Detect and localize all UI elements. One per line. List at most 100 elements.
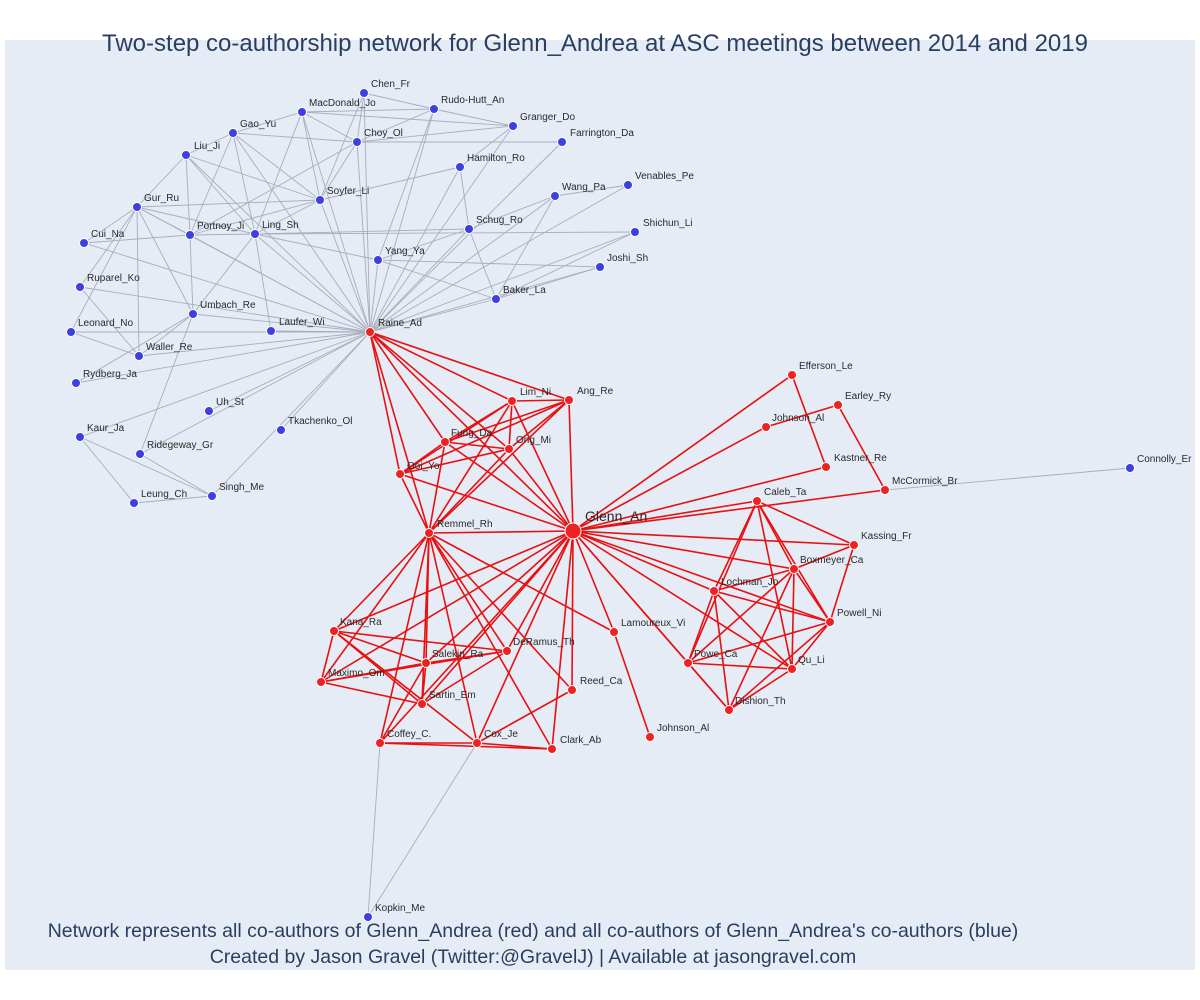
node-choy-ol-37[interactable] <box>352 137 362 147</box>
node-label-granger-do-36: Granger_Do <box>520 112 575 123</box>
node-connolly-er-65[interactable] <box>1125 463 1135 473</box>
node-dishion-th-20[interactable] <box>724 705 734 715</box>
node-salekin-ra-24[interactable] <box>421 658 431 668</box>
node-laufer-wi-56[interactable] <box>266 326 276 336</box>
edge-raine-ad-macdonald-jo <box>301 111 371 333</box>
node-yang-ya-51[interactable] <box>373 255 383 265</box>
node-boxmeyer-ca-15[interactable] <box>789 564 799 574</box>
node-lochman-jo-16[interactable] <box>709 586 719 596</box>
node-granger-do-36[interactable] <box>508 121 518 131</box>
edge-schug-ro-hamilton-ro <box>459 166 470 230</box>
node-kastner-re-11[interactable] <box>821 462 831 472</box>
node-ruparel-ko-52[interactable] <box>75 282 85 292</box>
node-lim-ni-3[interactable] <box>507 396 517 406</box>
node-cui-na-49[interactable] <box>79 238 89 248</box>
node-ang-re-4[interactable] <box>564 395 574 405</box>
edge-powe-ca-qu-li <box>687 662 793 670</box>
node-label-singh-me-63: Singh_Me <box>219 482 264 493</box>
edge-raine-ad-fung-da <box>369 331 446 443</box>
node-qu-li-19[interactable] <box>787 664 797 674</box>
edge-ling-sh-schug-ro <box>254 228 470 235</box>
node-singh-me-63[interactable] <box>207 491 217 501</box>
node-tkachenko-ol-60[interactable] <box>276 425 286 435</box>
edge-raine-ad-yang-ya <box>369 259 379 333</box>
node-caleb-ta-13[interactable] <box>752 496 762 506</box>
node-sartin-em-26[interactable] <box>417 699 427 709</box>
node-farrington-da-38[interactable] <box>557 137 567 147</box>
node-ong-mi-6[interactable] <box>504 444 514 454</box>
edge-umbach-re-waller-re <box>138 313 194 357</box>
node-gur-ru-44[interactable] <box>132 202 142 212</box>
node-cox-je-29[interactable] <box>472 738 482 748</box>
edge-raine-ad-choy-ol <box>356 141 371 333</box>
edge-portnoy-ji-cui-na <box>83 234 191 244</box>
node-wang-pa-42[interactable] <box>550 191 560 201</box>
node-kana-ra-22[interactable] <box>329 626 339 636</box>
edge-raine-ad-rydberg-ja <box>75 331 371 384</box>
node-johnson-al-9[interactable] <box>761 422 771 432</box>
node-clark-ab-30[interactable] <box>547 744 557 754</box>
edge-powell-ni-qu-li <box>791 621 831 670</box>
node-hamilton-ro-40[interactable] <box>455 162 465 172</box>
edge-kana-ra-deramus-th <box>333 630 508 652</box>
node-powell-ni-17[interactable] <box>825 617 835 627</box>
node-raine-ad-1[interactable] <box>365 327 375 337</box>
edge-raine-ad-cui-na <box>83 242 371 333</box>
node-venables-pe-41[interactable] <box>623 180 633 190</box>
node-label-fung-da-5: Fung_Da <box>451 428 493 439</box>
node-kopkin-me-66[interactable] <box>363 912 373 922</box>
node-lamoureux-vi-21[interactable] <box>609 627 619 637</box>
node-portnoy-ji-47[interactable] <box>185 230 195 240</box>
node-macdonald-jo-33[interactable] <box>297 107 307 117</box>
node-reed-ca-27[interactable] <box>567 685 577 695</box>
node-kassing-fr-14[interactable] <box>849 540 859 550</box>
node-efferson-le-8[interactable] <box>787 370 797 380</box>
edge-glenn-an-remmel-rh <box>428 530 574 534</box>
edge-singh-me-leung-ch <box>133 495 213 504</box>
node-powe-ca-18[interactable] <box>683 658 693 668</box>
node-ling-sh-48[interactable] <box>250 229 260 239</box>
node-umbach-re-54[interactable] <box>188 309 198 319</box>
node-fung-da-5[interactable] <box>440 437 450 447</box>
node-baker-la-53[interactable] <box>491 294 501 304</box>
node-ridegeway-gr-62[interactable] <box>135 449 145 459</box>
node-johnson-al-31[interactable] <box>645 732 655 742</box>
node-soyfer-li-43[interactable] <box>315 195 325 205</box>
edge-raine-ad-umbach-re <box>192 313 371 333</box>
node-labels: Glenn_An Raine_Ad Remmel_Rh Lim_Ni Ang_Re Fun… <box>78 79 1192 914</box>
node-ooi-yo-7[interactable] <box>395 469 405 479</box>
node-maximo-om-25[interactable] <box>316 677 326 687</box>
node-label-baker-la-53: Baker_La <box>503 285 546 296</box>
node-earley-ry-10[interactable] <box>833 400 843 410</box>
node-shichun-li-45[interactable] <box>630 227 640 237</box>
node-rudo-hutt-an-34[interactable] <box>429 104 439 114</box>
node-remmel-rh-2[interactable] <box>424 528 434 538</box>
node-deramus-th-23[interactable] <box>502 646 512 656</box>
edge-fung-da-ooi-yo <box>399 441 446 475</box>
node-kaur-ja-61[interactable] <box>75 432 85 442</box>
node-mccormick-br-12[interactable] <box>880 485 890 495</box>
node-leung-ch-64[interactable] <box>129 498 139 508</box>
node-label-leonard-no-55: Leonard_No <box>78 318 133 329</box>
node-label-earley-ry-10: Earley_Ry <box>845 391 891 402</box>
node-joshi-sh-50[interactable] <box>595 262 605 272</box>
node-label-rudo-hutt-an-34: Rudo-Hutt_An <box>441 95 504 106</box>
edge-macdonald-jo-granger-do <box>301 111 514 127</box>
edge-raine-ad-lim-ni <box>369 331 513 402</box>
node-schug-ro-46[interactable] <box>464 224 474 234</box>
node-gao-yu-35[interactable] <box>228 128 238 138</box>
edge-glenn-an-coffey-c <box>379 530 574 744</box>
node-uh-st-59[interactable] <box>204 406 214 416</box>
edge-glenn-an-sartin-em <box>421 530 574 705</box>
edge-wang-pa-schug-ro <box>468 195 556 230</box>
node-chen-fr-32[interactable] <box>359 88 369 98</box>
edge-powell-ni-kassing-fr <box>829 544 855 623</box>
node-waller-re-57[interactable] <box>134 351 144 361</box>
node-rydberg-ja-58[interactable] <box>71 378 81 388</box>
node-liu-ji-39[interactable] <box>181 150 191 160</box>
node-leonard-no-55[interactable] <box>66 327 76 337</box>
node-coffey-c-28[interactable] <box>375 738 385 748</box>
edge-caleb-ta-powe-ca <box>687 500 758 664</box>
node-glenn-an-0[interactable] <box>564 522 582 540</box>
